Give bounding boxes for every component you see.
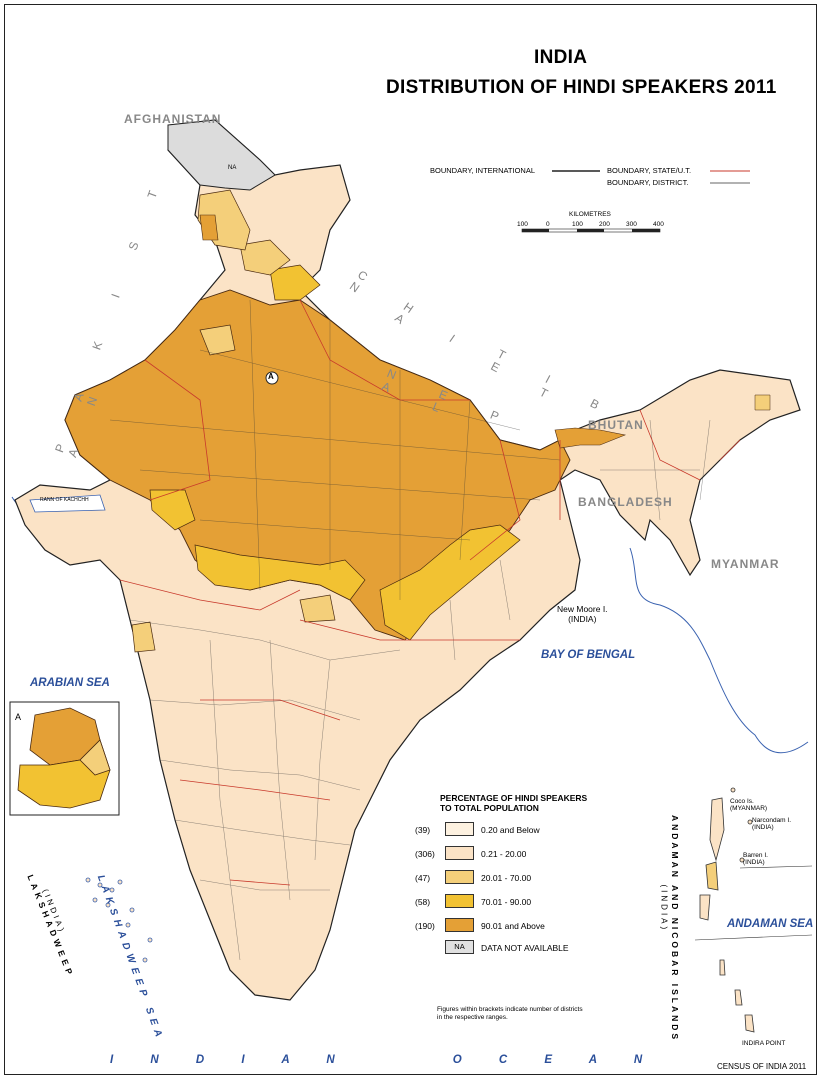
legend-label: 90.01 and Above [481, 921, 545, 931]
legend-count: (58) [415, 897, 431, 907]
legend-swatch [445, 846, 474, 860]
legend-class-3: (47) 20.01 - 70.00 [415, 870, 615, 886]
zone-70-90-east [379, 524, 521, 641]
label-narcondam: Narcondam I. (INDIA) [752, 817, 791, 831]
label-myanmar: MYANMAR [711, 557, 780, 571]
rann-of-kachchh [29, 494, 106, 513]
zone-20-70-punjab [199, 324, 236, 356]
legend-swatch [445, 870, 474, 884]
scale-label: KILOMETRES [569, 211, 611, 218]
legend-label-na: DATA NOT AVAILABLE [481, 943, 569, 953]
label-afghanistan: AFGHANISTAN [124, 112, 222, 126]
title-line2: DISTRIBUTION OF HINDI SPEAKERS 2011 [386, 77, 777, 98]
map-frame [4, 4, 817, 1075]
label-new-moore: New Moore I. (INDIA) [557, 604, 608, 624]
legend-count: (39) [415, 825, 431, 835]
zone-20-70-mh [299, 594, 336, 623]
na-area [167, 119, 276, 191]
legend-count: (47) [415, 873, 431, 883]
narcondam-sub: (INDIA) [752, 824, 774, 831]
legend-swatch [445, 822, 474, 836]
title-line1: INDIA [534, 47, 588, 68]
inset-marker [265, 371, 279, 385]
label-andaman-nicobar-sub: (INDIA) [659, 884, 669, 933]
coco-sub: (MYANMAR) [730, 805, 768, 812]
label-andaman-sea: ANDAMAN SEA [727, 918, 814, 930]
footnote-line1: Figures within brackets indicate number … [437, 1006, 583, 1013]
andaman-nicobar-islands [699, 787, 755, 1033]
legend-state: BOUNDARY, STATE/U.T. [607, 166, 692, 175]
zone-20-70-goa [131, 621, 156, 653]
scale-tick-1: 0 [546, 221, 550, 228]
legend-class-na: NA DATA NOT AVAILABLE [415, 940, 615, 956]
label-rann: RANN OF KACHCHH [40, 497, 89, 503]
zone-70-90-central [194, 544, 366, 601]
andaman-sea-line [694, 934, 813, 941]
legend-swatch [445, 894, 474, 908]
legend-label: 70.01 - 90.00 [481, 897, 532, 907]
legend-class-2: (306) 0.21 - 20.00 [415, 846, 615, 862]
new-moore-sub: (INDIA) [568, 614, 597, 624]
district-boundaries [109, 299, 711, 961]
zone-90-jk [199, 214, 219, 241]
legend-heading: PERCENTAGE OF HINDI SPEAKERS TO TOTAL PO… [440, 793, 587, 813]
ne-patch-1 [754, 394, 771, 411]
lakshadweep-islands [85, 877, 153, 963]
barren-leader-line [739, 865, 813, 869]
census-credit: CENSUS OF INDIA 2011 [717, 1062, 807, 1071]
legend-label: 0.21 - 20.00 [481, 849, 527, 859]
legend-count: (306) [415, 849, 435, 859]
legend-heading-line2: TO TOTAL POPULATION [440, 803, 539, 813]
myanmar-coastline [629, 547, 809, 754]
legend-label: 20.01 - 70.00 [481, 873, 532, 883]
label-coco: Coco Is. (MYANMAR) [730, 798, 767, 812]
barren-name: Barren I. [743, 852, 768, 859]
label-arabian-sea: ARABIAN SEA [30, 677, 110, 689]
legend-label: 0.20 and Below [481, 825, 540, 835]
bengal-corridor [554, 427, 627, 449]
narcondam-name: Narcondam I. [752, 817, 792, 824]
legend-swatch-na: NA [445, 940, 474, 954]
legend-class-5: (190) 90.01 and Above [415, 918, 615, 934]
label-andaman-nicobar: ANDAMAN AND NICOBAR ISLANDS [670, 815, 680, 1043]
legend-district: BOUNDARY, DISTRICT. [607, 178, 689, 187]
barren-sub: (INDIA) [743, 859, 765, 866]
legend-international: BOUNDARY, INTERNATIONAL [430, 166, 536, 175]
label-bhutan: BHUTAN [588, 418, 644, 432]
zone-70-90-north [269, 264, 321, 301]
label-barren: Barren I. (INDIA) [743, 852, 768, 866]
label-indian-ocean: I N D I A N O C E A N [110, 1054, 660, 1066]
legend-class-1: (39) 0.20 and Below [415, 822, 615, 838]
inset-20-70 [79, 739, 111, 776]
legend-swatch [445, 918, 474, 932]
inset-marker-letter: A [268, 372, 274, 381]
scale-bar [521, 228, 661, 233]
coco-name: Coco Is. [730, 798, 754, 805]
scale-tick-5: 400 [653, 221, 664, 228]
footnote-line2: in the respective ranges. [437, 1014, 508, 1021]
legend-count: (190) [415, 921, 435, 931]
inset-letter: A [15, 712, 22, 722]
footnote: Figures within brackets indicate number … [437, 1006, 583, 1022]
label-indira-point: INDIRA POINT [742, 1040, 786, 1047]
zone-20-70-hp [239, 239, 291, 276]
state-boundaries [119, 299, 741, 886]
legend-class-4: (58) 70.01 - 90.00 [415, 894, 615, 910]
label-bangladesh: BANGLADESH [578, 495, 673, 509]
new-moore-name: New Moore I. [557, 604, 608, 614]
scale-tick-2: 100 [572, 221, 583, 228]
scale-tick-3: 200 [599, 221, 610, 228]
na-tag: NA [228, 165, 237, 171]
choropleth-legend: PERCENTAGE OF HINDI SPEAKERS TO TOTAL PO… [415, 793, 635, 963]
scale-tick-4: 300 [626, 221, 637, 228]
label-bay-of-bengal: BAY OF BENGAL [541, 649, 636, 661]
legend-heading-line1: PERCENTAGE OF HINDI SPEAKERS [440, 793, 588, 803]
scale-tick-0: 100 [517, 221, 528, 228]
